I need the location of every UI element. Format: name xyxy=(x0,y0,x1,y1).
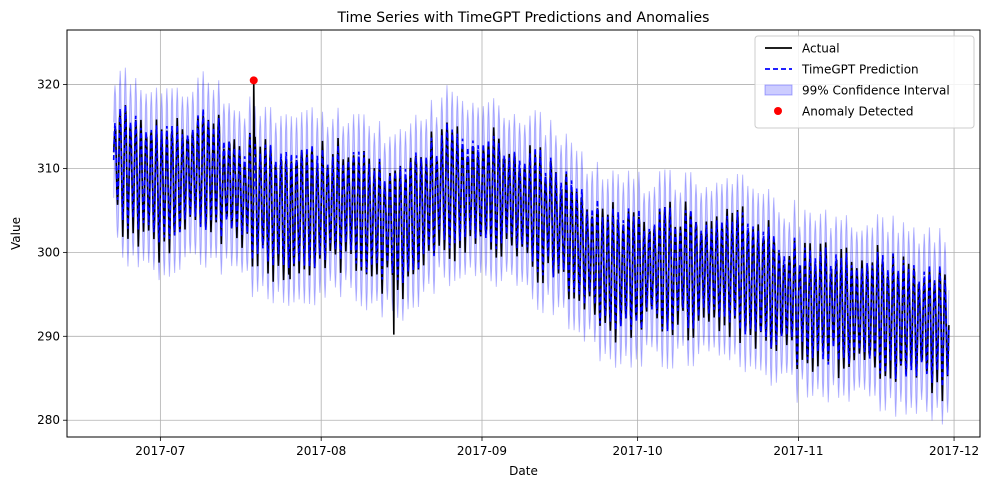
series-lines xyxy=(112,80,950,402)
legend-label: Actual xyxy=(802,42,840,56)
y-axis-ticks: 280 290 300 310 320 xyxy=(37,78,67,427)
plot-border xyxy=(66,29,981,438)
legend: Actual TimeGPT Prediction 99% Confidence I… xyxy=(754,35,975,129)
legend-swatch-confidence xyxy=(764,84,793,96)
anomaly-points xyxy=(249,76,258,85)
y-tick-label: 310 xyxy=(37,161,60,175)
y-tick-label: 320 xyxy=(37,78,60,92)
y-tick-label: 290 xyxy=(37,329,60,343)
x-tick-label: 2017-10 xyxy=(613,444,663,458)
y-tick-label: 280 xyxy=(37,413,60,427)
y-tick-label: 300 xyxy=(37,245,60,259)
legend-label: 99% Confidence Interval xyxy=(802,84,950,98)
x-axis-ticks: 2017-07 2017-08 2017-09 2017-10 2017-11 2017-… xyxy=(135,437,979,458)
y-axis-label: Value xyxy=(9,217,23,250)
x-tick-label: 2017-08 xyxy=(296,444,346,458)
legend-box xyxy=(754,35,975,129)
anomaly-point xyxy=(249,76,258,85)
legend-swatch-anomaly xyxy=(774,107,782,115)
x-tick-label: 2017-07 xyxy=(135,444,185,458)
x-tick-label: 2017-12 xyxy=(929,444,979,458)
legend-label: Anomaly Detected xyxy=(802,105,913,119)
x-tick-label: 2017-11 xyxy=(773,444,823,458)
x-axis-label: Date xyxy=(509,464,538,478)
prediction-series-line xyxy=(112,105,950,387)
x-tick-label: 2017-09 xyxy=(457,444,507,458)
legend-label: TimeGPT Prediction xyxy=(801,63,919,77)
chart-title: Time Series with TimeGPT Predictions and… xyxy=(337,10,710,26)
